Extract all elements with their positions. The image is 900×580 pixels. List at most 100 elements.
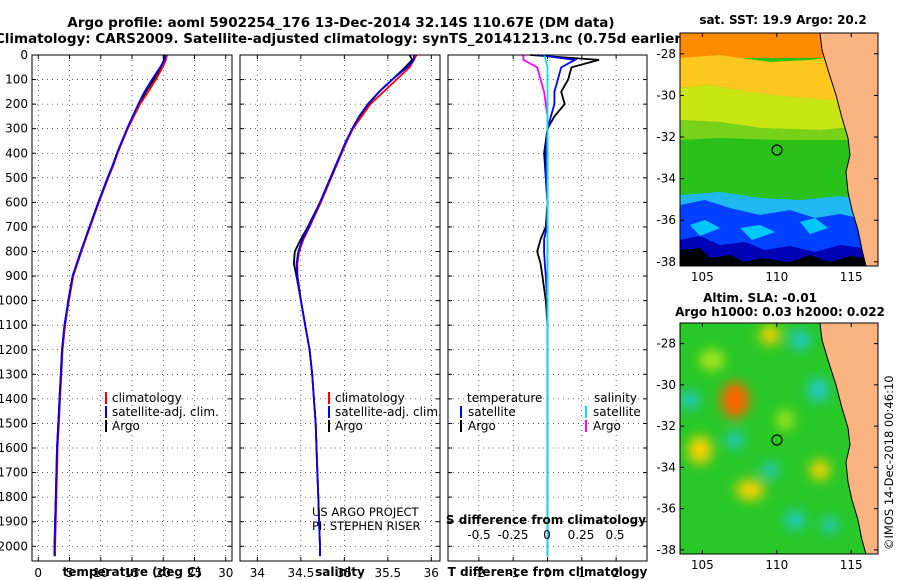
map-ytick-label: -30 — [656, 88, 676, 102]
figure-title-line2: Climatology: CARS2009. Satellite-adjuste… — [0, 31, 687, 47]
depth-tick-label: 1300 — [0, 367, 28, 381]
depth-tick-label: 1200 — [0, 343, 28, 357]
map-ytick-label: -32 — [656, 419, 676, 433]
legend-diff-t-satellite: satellite — [468, 405, 516, 419]
credit-pi: PI: STEPHEN RISER — [312, 519, 421, 533]
diff-xtick-label: -2 — [473, 566, 485, 580]
sal-xtick-label: 35.5 — [374, 566, 401, 580]
legend-diff-salinity: salinity — [594, 391, 637, 405]
temp-xtick-label: 30 — [218, 566, 233, 580]
legend-satellite-adj: satellite-adj. clim. — [112, 405, 219, 419]
sst-map-axes: 105 110 115 -28 -30 -32 -34 -36 -38 — [656, 33, 878, 284]
sal-xtick-label: 35 — [337, 566, 352, 580]
diff-xtick2-label: 0.5 — [605, 528, 624, 542]
depth-tick-label: 800 — [5, 245, 28, 259]
sal-xlabel: salinity — [315, 565, 365, 579]
map-ytick-label: -38 — [656, 255, 676, 269]
diff-xtick2-label: 0 — [543, 528, 551, 542]
salinity-legend: climatology satellite-adj. clim. Argo — [328, 391, 442, 433]
depth-tick-label: 500 — [5, 171, 28, 185]
depth-tick-label: 1700 — [0, 466, 28, 480]
diff-series-temperature-satellite — [537, 54, 578, 557]
legend-diff-s-argo: Argo — [593, 419, 621, 433]
sst-map-title: sat. SST: 19.9 Argo: 20.2 — [699, 13, 866, 27]
depth-tick-label: 1600 — [0, 441, 28, 455]
legend-climatology: climatology — [112, 391, 182, 405]
sla-map — [680, 323, 878, 554]
temp-series-satellite-adj-clim- — [53, 54, 166, 557]
imos-watermark: ©IMOS 14-Dec-2018 00:46:10 — [882, 375, 896, 550]
temp-xtick-label: 10 — [93, 566, 108, 580]
temp-xtick-label: 25 — [187, 566, 202, 580]
diff-xtick2-label: -0.25 — [497, 528, 528, 542]
diff-xtick-label: 2 — [612, 566, 620, 580]
diff-series-salinity-satellite — [543, 54, 549, 557]
map-ytick-label: -34 — [656, 172, 676, 186]
temp-xlabel: temperature (deg C) — [63, 565, 202, 579]
sal-xtick-label: 34 — [250, 566, 265, 580]
diff-xtick2-label: -0.5 — [467, 528, 490, 542]
credit-project: US ARGO PROJECT — [312, 505, 420, 519]
sst-map — [680, 33, 878, 266]
legend-climatology-s: climatology — [335, 391, 405, 405]
depth-tick-label: 0 — [20, 48, 28, 62]
legend-satellite-adj-s: satellite-adj. clim. — [335, 405, 442, 419]
diff-xtick-label: 1 — [578, 566, 586, 580]
map-xtick-label: 115 — [840, 270, 863, 284]
map-ytick-label: -36 — [656, 502, 676, 516]
map-xtick-label: 110 — [765, 270, 788, 284]
sal-frame — [239, 54, 441, 562]
legend-argo: Argo — [112, 419, 140, 433]
depth-tick-label: 400 — [5, 146, 28, 160]
depth-tick-label: 700 — [5, 220, 28, 234]
difference-legend: temperature satellite Argo salinity sate… — [460, 391, 641, 433]
depth-tick-label: 2000 — [0, 539, 28, 553]
map-ytick-label: -28 — [656, 337, 676, 351]
depth-tick-label: 300 — [5, 122, 28, 136]
diff-series-salinity-argo — [522, 55, 549, 557]
sal-series-satellite-adj-clim- — [295, 55, 415, 557]
map-ytick-label: -28 — [656, 47, 676, 61]
temp-series-climatology — [54, 54, 168, 557]
diff-xtick-label: 0 — [544, 566, 552, 580]
map-ytick-label: -32 — [656, 130, 676, 144]
figure-title-line1: Argo profile: aoml 5902254_176 13-Dec-20… — [67, 15, 614, 31]
diff-xlabel2: S difference from climatology — [446, 513, 646, 527]
diff-xtick-label: -1 — [507, 566, 519, 580]
map-ytick-label: -38 — [656, 543, 676, 557]
legend-argo-s: Argo — [335, 419, 363, 433]
depth-tick-label: 600 — [5, 195, 28, 209]
legend-diff-temperature: temperature — [467, 391, 542, 405]
map-xtick-label: 115 — [840, 558, 863, 572]
diff-xtick2-label: 0.25 — [568, 528, 595, 542]
map-ytick-label: -34 — [656, 460, 676, 474]
legend-diff-s-satellite: satellite — [593, 405, 641, 419]
depth-tick-label: 1800 — [0, 490, 28, 504]
depth-tick-label: 200 — [5, 97, 28, 111]
temp-xtick-label: 5 — [66, 566, 74, 580]
sal-series-climatology — [296, 54, 418, 557]
sal-xtick-label: 34.5 — [288, 566, 315, 580]
depth-tick-label: 1900 — [0, 515, 28, 529]
map-ytick-label: -36 — [656, 213, 676, 227]
temp-xtick-label: 15 — [124, 566, 139, 580]
map-xtick-label: 110 — [765, 558, 788, 572]
sla-map-title-line1: Altim. SLA: -0.01 — [703, 291, 817, 305]
map-ytick-label: -30 — [656, 378, 676, 392]
sal-xtick-label: 36 — [424, 566, 439, 580]
temp-xtick-label: 0 — [34, 566, 42, 580]
depth-tick-label: 1100 — [0, 318, 28, 332]
diff-series-temperature-argo — [530, 54, 600, 557]
depth-tick-label: 1500 — [0, 416, 28, 430]
depth-tick-label: 1400 — [0, 392, 28, 406]
temp-xtick-label: 20 — [156, 566, 171, 580]
depth-tick-label: 100 — [5, 73, 28, 87]
temp-series-argo — [53, 55, 165, 557]
legend-diff-t-argo: Argo — [468, 419, 496, 433]
salinity-profile-panel: 34 34.5 35 35.5 36 salinity — [239, 54, 441, 580]
depth-tick-label: 1000 — [0, 294, 28, 308]
depth-tick-label: 900 — [5, 269, 28, 283]
map-xtick-label: 105 — [691, 270, 714, 284]
temperature-profile-panel: 0100200300400500600700800900100011001200… — [0, 48, 233, 580]
